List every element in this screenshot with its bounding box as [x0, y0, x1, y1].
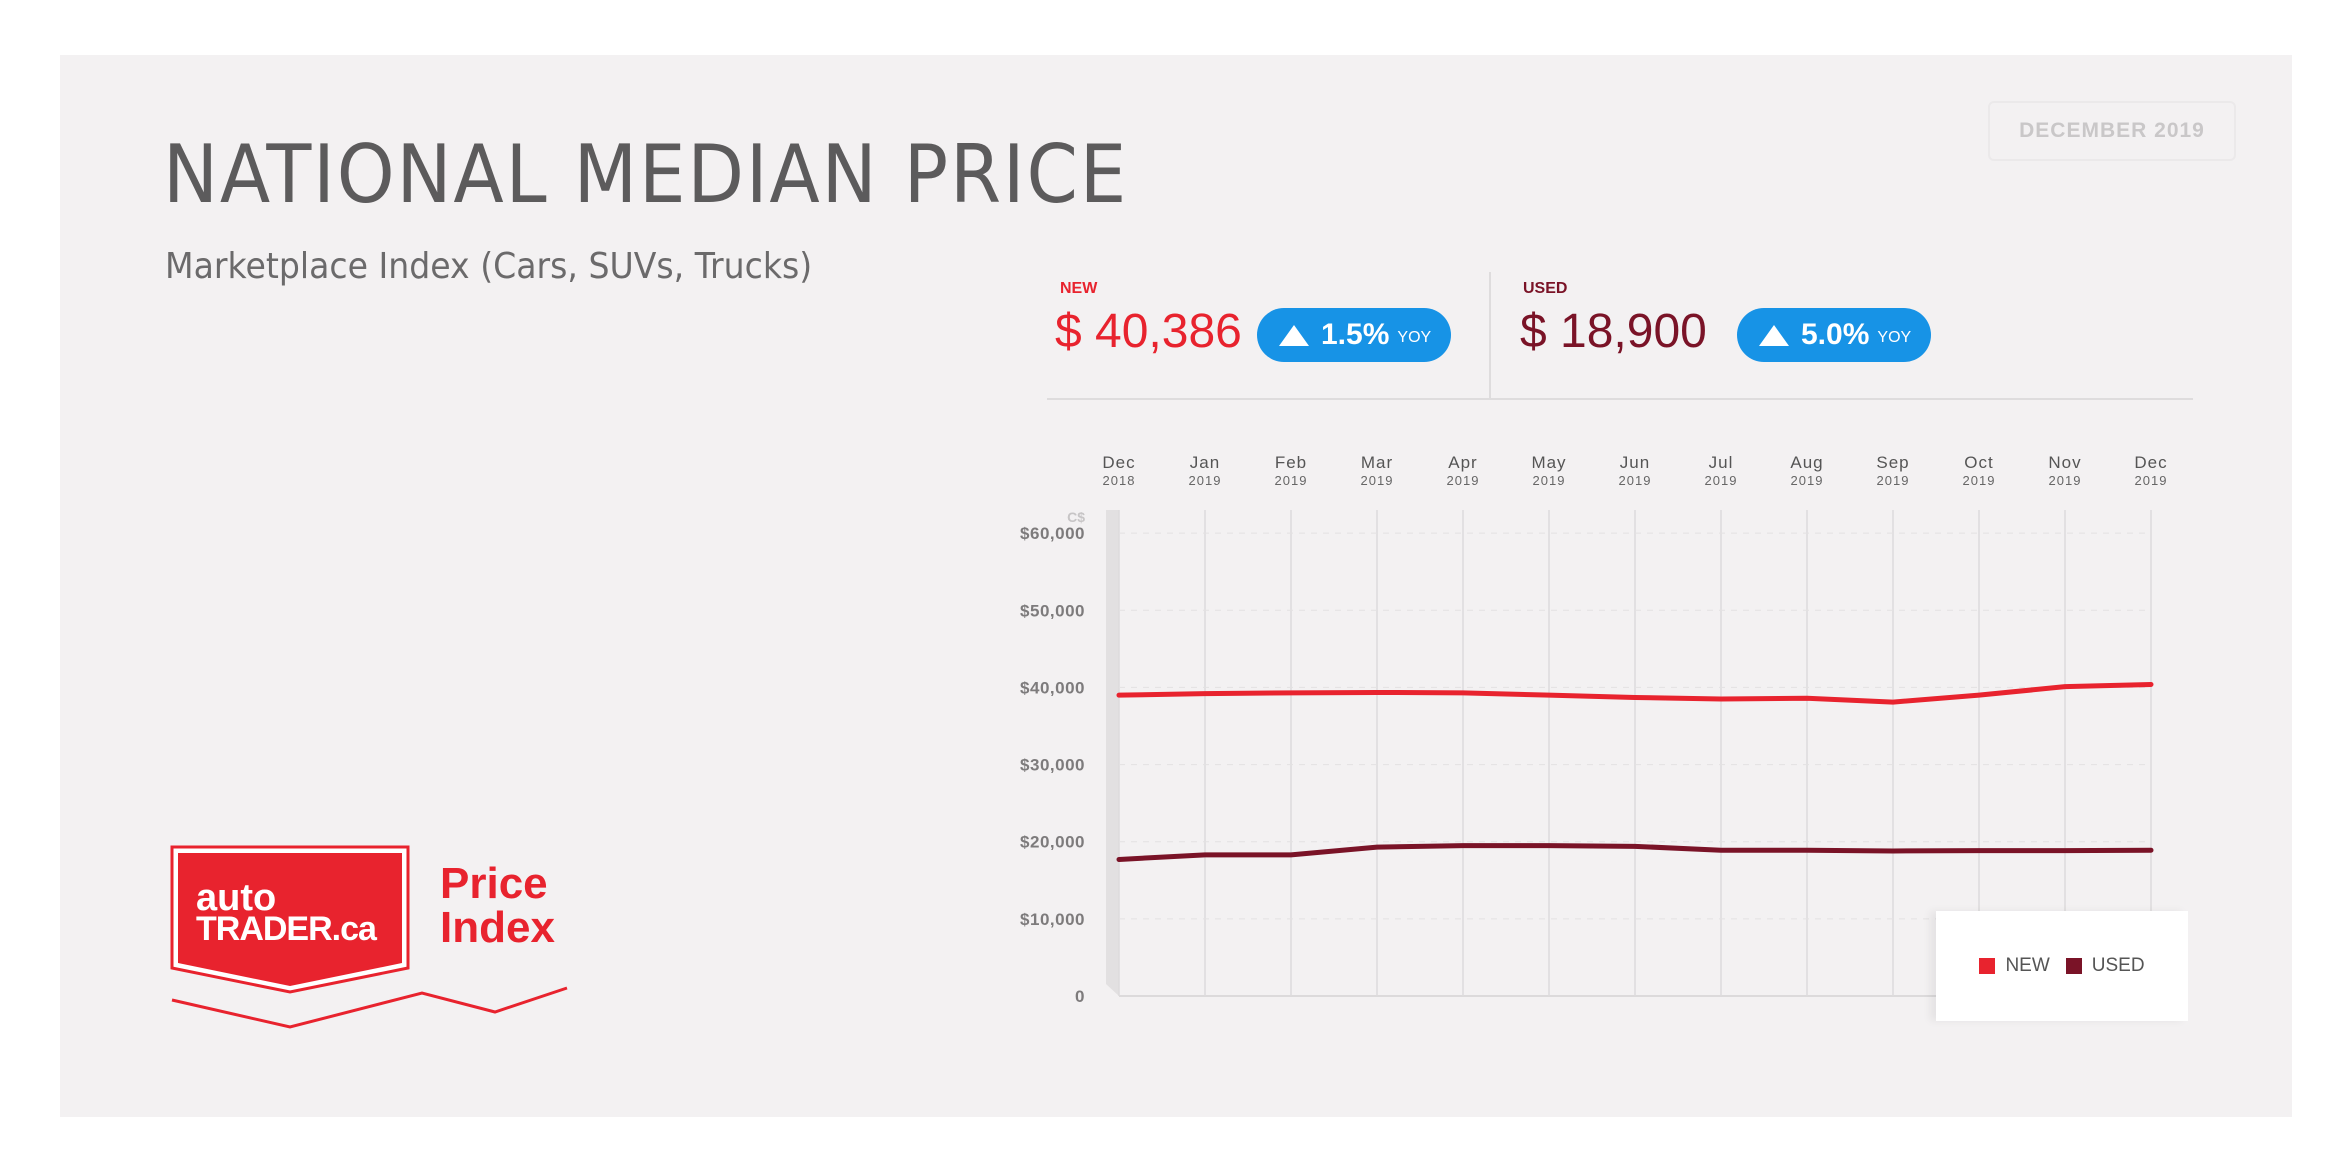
- chart-series: [1116, 681, 2154, 862]
- used-label: USED: [1523, 280, 1568, 297]
- y-axis-labels: C$ 0 $10,000 $20,000 $30,000 $40,000 $50,000 $6…: [1020, 509, 1085, 1006]
- used-yoy-badge: 5.0% YOY: [1737, 308, 1931, 362]
- x-tick-year: 2019: [1189, 473, 1222, 488]
- y-tick-label: 0: [1075, 987, 1085, 1006]
- x-tick-month: Jul: [1709, 453, 1734, 472]
- x-tick-year: 2018: [1103, 473, 1136, 488]
- series-line-new: [1116, 681, 2154, 705]
- autotrader-logo: auto TRADER.ca: [170, 845, 568, 1029]
- x-tick-month: Jun: [1620, 453, 1650, 472]
- price-index-line2: Index: [440, 903, 555, 952]
- y-tick-label: $30,000: [1020, 756, 1085, 775]
- x-tick-month: Dec: [1102, 453, 1135, 472]
- page-title: NATIONAL MEDIAN PRICE: [163, 128, 1129, 221]
- used-price-value: $ 18,900: [1520, 305, 1707, 358]
- axis-wall: [1106, 510, 1119, 996]
- arrow-up-icon: [1759, 324, 1789, 346]
- y-tick-label: $40,000: [1020, 678, 1085, 697]
- chart-grid: [1106, 510, 2152, 997]
- new-price-value: $ 40,386: [1055, 305, 1242, 358]
- x-tick-month: Oct: [1964, 453, 1993, 472]
- used-yoy-unit: YOY: [1877, 329, 1912, 346]
- legend-item-new: NEW: [1979, 955, 2050, 977]
- x-tick-month: May: [1531, 453, 1566, 472]
- legend-item-used: USED: [2065, 955, 2145, 977]
- x-tick-year: 2019: [1361, 473, 1394, 488]
- new-yoy-badge: 1.5% YOY: [1257, 308, 1451, 362]
- x-tick-year: 2019: [1447, 473, 1480, 488]
- arrow-up-icon: [1279, 324, 1309, 346]
- logo-text-top: auto: [196, 877, 276, 919]
- x-tick-month: Aug: [1790, 453, 1823, 472]
- stats-divider: [1489, 272, 1491, 400]
- logo-underline-icon: [171, 986, 568, 1029]
- x-tick-year: 2019: [1877, 473, 1910, 488]
- y-tick-label: $20,000: [1020, 833, 1085, 852]
- x-tick-month: Sep: [1876, 453, 1909, 472]
- x-tick-year: 2019: [1533, 473, 1566, 488]
- x-tick-year: 2019: [1619, 473, 1652, 488]
- y-tick-label: $10,000: [1020, 910, 1085, 929]
- price-index-card: [60, 55, 2292, 1117]
- series-line-used: [1116, 843, 2154, 862]
- x-tick-year: 2019: [1275, 473, 1308, 488]
- x-tick-month: Mar: [1361, 453, 1393, 472]
- chart-legend: NEW USED: [1936, 911, 2188, 1021]
- x-tick-month: Apr: [1448, 453, 1477, 472]
- new-yoy-unit: YOY: [1397, 329, 1432, 346]
- x-tick-year: 2019: [1705, 473, 1738, 488]
- y-tick-label: $60,000: [1020, 524, 1085, 543]
- x-axis-labels: Dec2018Jan2019Feb2019Mar2019Apr2019May20…: [1102, 453, 2168, 488]
- legend-label-new: NEW: [2005, 955, 2050, 976]
- x-tick-year: 2019: [2049, 473, 2082, 488]
- legend-swatch-new: [1979, 958, 1996, 974]
- price-index-line1: Price: [440, 859, 548, 908]
- new-label: NEW: [1060, 280, 1098, 297]
- x-tick-year: 2019: [1963, 473, 1996, 488]
- page-subtitle: Marketplace Index (Cars, SUVs, Trucks): [165, 246, 813, 287]
- legend-label-used: USED: [2091, 955, 2145, 976]
- x-tick-year: 2019: [2135, 473, 2168, 488]
- y-tick-label: $50,000: [1020, 601, 1085, 620]
- price-index-brand: Price Index: [440, 862, 555, 950]
- x-tick-month: Nov: [2048, 453, 2081, 472]
- x-tick-month: Jan: [1190, 453, 1220, 472]
- y-axis-currency-label: C$: [1067, 509, 1085, 525]
- stats-bottom-rule: [1047, 398, 2193, 400]
- legend-swatch-used: [2065, 958, 2082, 974]
- x-tick-month: Dec: [2134, 453, 2167, 472]
- x-tick-year: 2019: [1791, 473, 1824, 488]
- new-yoy-pct: 1.5%: [1321, 318, 1390, 351]
- logo-text-bottom: TRADER.ca: [196, 910, 378, 948]
- used-yoy-pct: 5.0%: [1801, 318, 1870, 351]
- x-tick-month: Feb: [1275, 453, 1307, 472]
- date-badge: DECEMBER 2019: [1988, 101, 2236, 161]
